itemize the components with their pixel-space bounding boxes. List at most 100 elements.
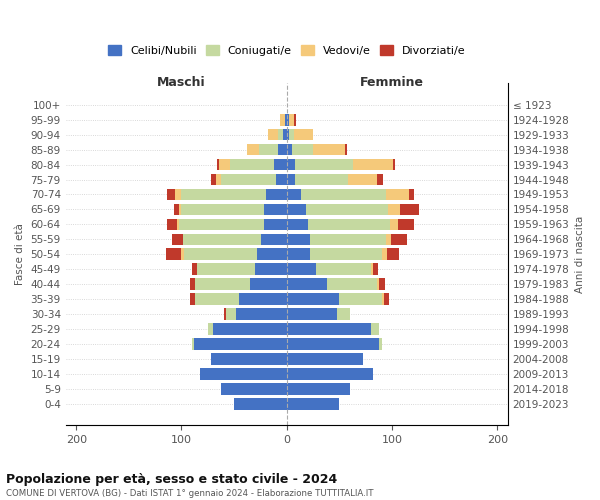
Bar [208, 324, 213, 335]
Bar [280, 114, 284, 126]
Bar [287, 188, 301, 200]
Bar [292, 144, 313, 156]
Bar [284, 114, 287, 126]
Bar [174, 204, 179, 216]
Bar [179, 204, 181, 216]
Bar [344, 144, 347, 156]
Bar [382, 248, 387, 260]
Bar [216, 174, 221, 186]
Bar [259, 144, 278, 156]
Bar [295, 174, 348, 186]
Bar [301, 188, 386, 200]
Bar [181, 188, 266, 200]
Bar [386, 188, 409, 200]
Bar [287, 308, 337, 320]
Bar [287, 383, 350, 395]
Bar [257, 248, 287, 260]
Bar [182, 234, 262, 245]
Bar [266, 188, 287, 200]
Bar [294, 114, 296, 126]
Bar [287, 114, 289, 126]
Bar [306, 204, 388, 216]
Bar [217, 158, 220, 170]
Bar [310, 234, 386, 245]
Bar [172, 234, 182, 245]
Bar [287, 338, 379, 350]
Bar [175, 188, 181, 200]
Bar [213, 324, 287, 335]
Bar [263, 204, 287, 216]
Bar [268, 129, 278, 140]
Bar [287, 174, 295, 186]
Bar [295, 158, 353, 170]
Bar [211, 353, 287, 365]
Bar [226, 308, 236, 320]
Bar [382, 294, 383, 305]
Bar [221, 383, 287, 395]
Bar [276, 174, 287, 186]
Bar [287, 218, 308, 230]
Bar [287, 158, 295, 170]
Bar [340, 294, 382, 305]
Bar [310, 248, 382, 260]
Bar [287, 324, 371, 335]
Bar [348, 174, 377, 186]
Bar [200, 368, 287, 380]
Bar [167, 218, 177, 230]
Bar [283, 129, 287, 140]
Bar [316, 264, 371, 275]
Bar [167, 188, 175, 200]
Y-axis label: Anni di nascita: Anni di nascita [575, 216, 585, 293]
Bar [409, 188, 414, 200]
Bar [192, 338, 194, 350]
Bar [221, 174, 276, 186]
Bar [393, 158, 395, 170]
Text: COMUNE DI VERTOVA (BG) - Dati ISTAT 1° gennaio 2024 - Elaborazione TUTTITALIA.IT: COMUNE DI VERTOVA (BG) - Dati ISTAT 1° g… [6, 489, 373, 498]
Bar [287, 248, 310, 260]
Bar [294, 129, 313, 140]
Bar [211, 174, 216, 186]
Bar [247, 144, 259, 156]
Bar [181, 248, 184, 260]
Bar [379, 338, 382, 350]
Bar [287, 368, 373, 380]
Bar [398, 218, 414, 230]
Bar [236, 308, 287, 320]
Bar [184, 248, 257, 260]
Bar [181, 204, 263, 216]
Bar [190, 278, 195, 290]
Text: Femmine: Femmine [360, 76, 424, 89]
Bar [377, 278, 379, 290]
Bar [250, 278, 287, 290]
Bar [377, 174, 383, 186]
Bar [287, 129, 289, 140]
Bar [194, 338, 287, 350]
Bar [224, 308, 226, 320]
Bar [230, 158, 274, 170]
Bar [287, 264, 316, 275]
Bar [195, 278, 250, 290]
Bar [388, 204, 400, 216]
Bar [289, 129, 294, 140]
Bar [287, 234, 310, 245]
Bar [373, 264, 379, 275]
Bar [386, 234, 391, 245]
Legend: Celibi/Nubili, Coniugati/e, Vedovi/e, Divorziati/e: Celibi/Nubili, Coniugati/e, Vedovi/e, Di… [103, 41, 470, 60]
Bar [177, 218, 179, 230]
Bar [255, 264, 287, 275]
Bar [287, 398, 340, 409]
Bar [278, 129, 283, 140]
Bar [287, 278, 327, 290]
Bar [287, 204, 306, 216]
Bar [274, 158, 287, 170]
Bar [400, 204, 419, 216]
Bar [391, 234, 407, 245]
Y-axis label: Fasce di età: Fasce di età [15, 224, 25, 285]
Bar [287, 294, 340, 305]
Bar [234, 398, 287, 409]
Bar [197, 264, 255, 275]
Bar [327, 278, 377, 290]
Bar [287, 144, 292, 156]
Bar [239, 294, 287, 305]
Bar [179, 218, 263, 230]
